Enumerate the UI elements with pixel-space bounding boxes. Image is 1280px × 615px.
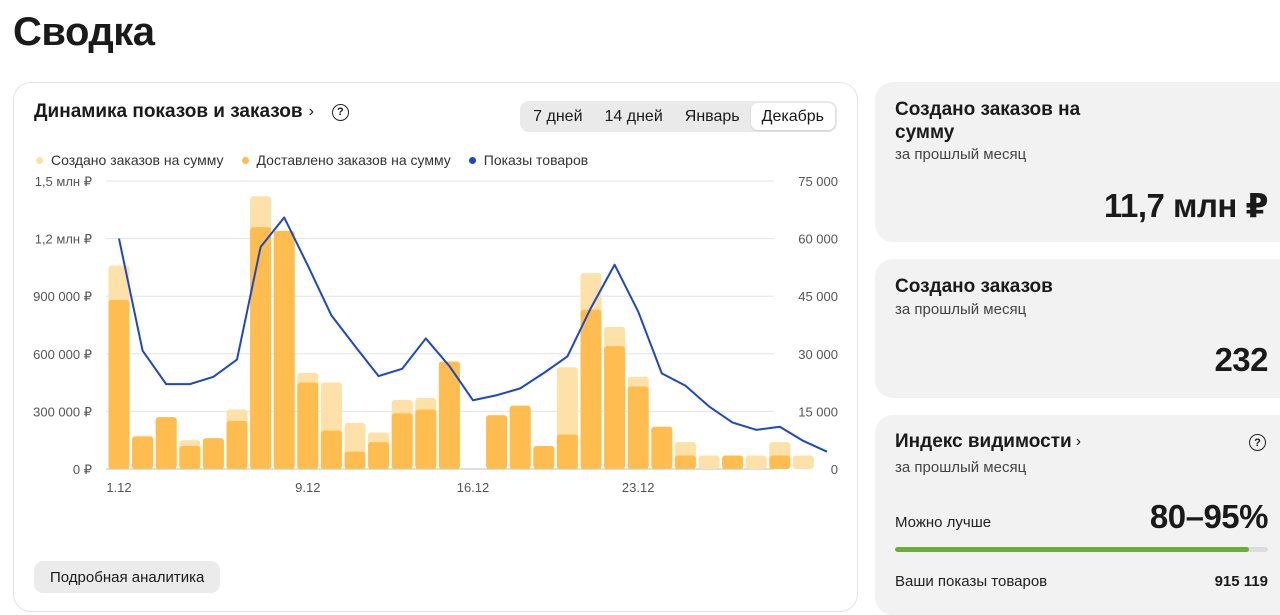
bar-delivered [320, 430, 342, 469]
bar-delivered [132, 436, 154, 469]
orders-count-title: Создано заказов [895, 276, 1053, 297]
bar-delivered [179, 445, 201, 469]
y-tick-right: 30 000 [798, 347, 838, 362]
legend-label-delivered: Доставлено заказов на сумму [256, 152, 451, 168]
bar-delivered [273, 230, 295, 469]
legend-dot-delivered [241, 156, 249, 164]
period-december[interactable]: Декабрь [750, 103, 835, 130]
visibility-progress-fill [895, 547, 1250, 552]
legend-created[interactable]: Создано заказов на сумму [36, 152, 224, 168]
dynamics-card: Динамика показов и заказов › ? 7 дней 14… [13, 82, 858, 612]
legend-label-created: Создано заказов на сумму [51, 152, 224, 168]
bar-delivered [297, 382, 319, 469]
bar-created [745, 455, 767, 469]
bar-delivered [155, 417, 177, 469]
orders-count-subtitle: за прошлый месяц [895, 301, 1027, 318]
visibility-header[interactable]: Индекс видимости › [895, 431, 1081, 453]
y-tick-left: 600 000 ₽ [33, 347, 92, 362]
bar-delivered [769, 455, 791, 469]
detailed-analytics-button[interactable]: Подробная аналитика [34, 561, 221, 593]
bar-delivered [415, 409, 437, 469]
bar-delivered [604, 346, 626, 469]
orders-count-card[interactable]: Создано заказов за прошлый месяц 232 [875, 259, 1280, 398]
x-tick-label: 16.12 [457, 480, 490, 495]
y-tick-left: 1,5 млн ₽ [35, 174, 92, 189]
legend-views[interactable]: Показы товаров [468, 152, 589, 168]
page-title: Сводка [13, 10, 155, 54]
x-tick-label: 9.12 [295, 480, 320, 495]
bar-delivered [486, 415, 508, 469]
bar-delivered [533, 445, 555, 469]
orders-count-value: 232 [1214, 341, 1268, 378]
orders-sum-subtitle: за прошлый месяц [895, 146, 1027, 163]
bar-delivered [580, 309, 602, 469]
bar-delivered [202, 438, 224, 469]
legend-delivered[interactable]: Доставлено заказов на сумму [241, 152, 451, 168]
bar-delivered [344, 451, 366, 469]
bar-delivered [438, 361, 460, 469]
orders-sum-value: 11,7 млн ₽ [1103, 187, 1269, 224]
bar-delivered [108, 300, 130, 469]
y-tick-right: 45 000 [798, 289, 838, 304]
period-switch: 7 дней 14 дней Январь Декабрь [520, 101, 837, 132]
dynamics-chart[interactable]: 0 ₽ 300 000 ₽ 600 000 ₽ 900 000 ₽ 1,2 млн ₽ 1… [14, 173, 857, 503]
period-january[interactable]: Январь [684, 107, 740, 125]
y-tick-left: 900 000 ₽ [33, 289, 92, 304]
y-tick-left: 1,2 млн ₽ [35, 232, 92, 247]
x-tick-label: 23.12 [622, 480, 655, 495]
bar-delivered [250, 227, 272, 469]
visibility-title[interactable]: Индекс видимости [895, 431, 1072, 452]
period-7-days[interactable]: 7 дней [533, 107, 583, 125]
views-label: Ваши показы товаров [895, 573, 1048, 590]
chart-legend: Создано заказов на сумму Доставлено зака… [36, 152, 588, 168]
legend-label-views: Показы товаров [483, 152, 589, 168]
bar-delivered [674, 455, 696, 469]
chevron-right-icon[interactable]: › [1075, 433, 1082, 450]
chevron-right-icon[interactable]: › [308, 103, 314, 120]
y-tick-right: 0 [831, 462, 838, 477]
visibility-progress-bar [895, 547, 1268, 552]
visibility-status: Можно лучше [895, 514, 992, 531]
bar-delivered [722, 455, 744, 469]
bar-delivered [627, 386, 649, 469]
views-line [118, 216, 828, 453]
bar-delivered [391, 413, 413, 469]
y-tick-right: 15 000 [798, 404, 838, 419]
legend-dot-created [36, 156, 43, 164]
bar-created [698, 455, 720, 469]
orders-sum-card[interactable]: Создано заказов на сумму за прошлый меся… [875, 82, 1280, 242]
x-tick-label: 1.12 [106, 480, 131, 495]
period-14-days[interactable]: 14 дней [604, 107, 663, 125]
visibility-subtitle: за прошлый месяц [895, 459, 1027, 476]
views-value: 915 119 [1214, 573, 1268, 590]
legend-dot-views [468, 156, 476, 164]
bar-delivered [368, 442, 390, 469]
y-tick-left: 300 000 ₽ [33, 404, 92, 419]
help-icon[interactable]: ? [1249, 434, 1266, 451]
bar-created [792, 455, 814, 469]
visibility-value: 80–95% [1149, 498, 1269, 535]
bar-delivered [226, 421, 248, 469]
orders-sum-title: Создано заказов на сумму [895, 99, 1081, 143]
bar-delivered [509, 405, 531, 469]
y-tick-left: 0 ₽ [73, 462, 92, 477]
dynamics-header[interactable]: Динамика показов и заказов › ? [34, 101, 349, 123]
bar-delivered [556, 434, 578, 469]
dynamics-title[interactable]: Динамика показов и заказов [34, 101, 303, 122]
bar-delivered [651, 426, 673, 469]
visibility-card: Индекс видимости › ? за прошлый месяц Мо… [875, 415, 1280, 615]
y-tick-right: 75 000 [798, 174, 838, 189]
y-tick-right: 60 000 [798, 232, 838, 247]
help-icon[interactable]: ? [331, 103, 349, 121]
